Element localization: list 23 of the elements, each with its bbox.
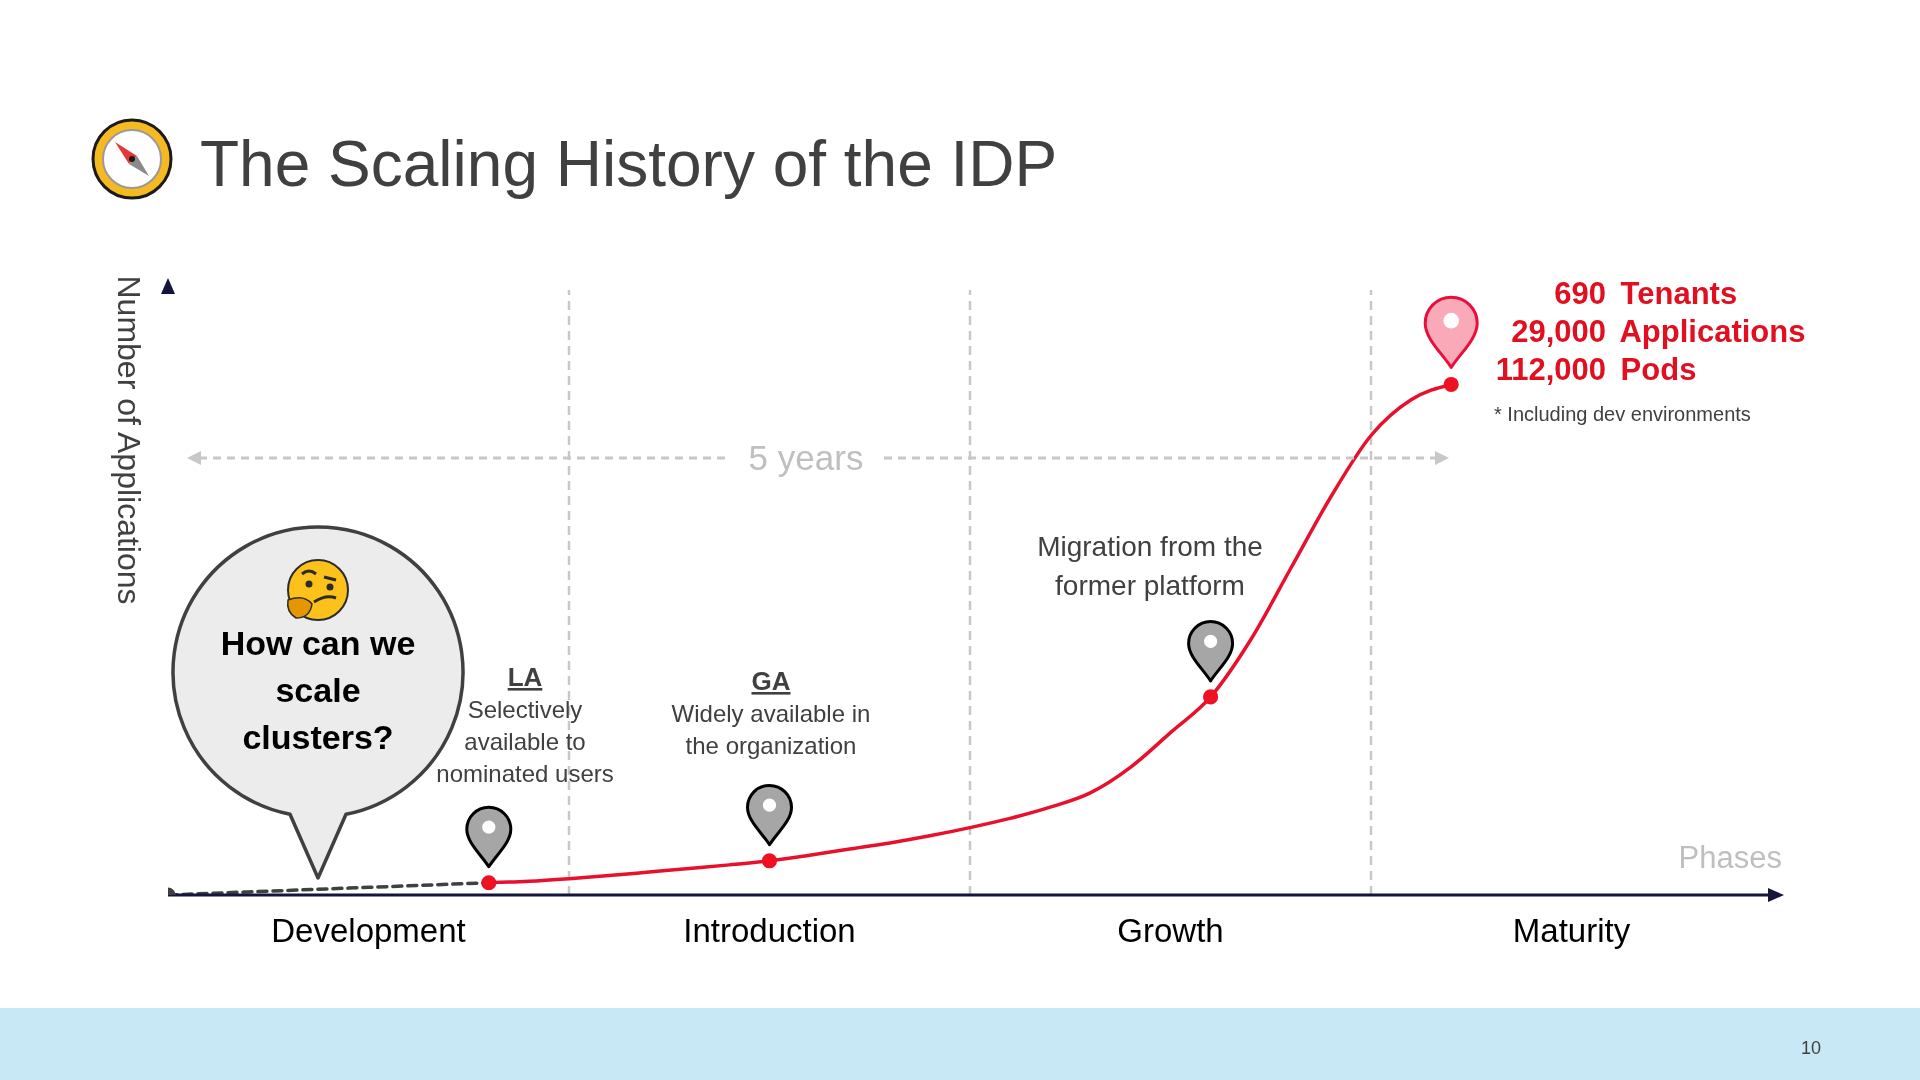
annotation: * Including dev environments	[1494, 403, 1751, 425]
point	[481, 875, 497, 891]
annotation: How can we scale clusters?	[220, 624, 416, 756]
x-tick-label: Development	[271, 912, 466, 950]
point	[1443, 376, 1459, 393]
text: 690 Tenants	[1554, 276, 1738, 311]
x-tick-label: Growth	[1117, 912, 1224, 950]
annotation: Selectively available to nominated users	[436, 696, 614, 787]
annotation: 112,000 Pods	[1495, 352, 1697, 387]
point	[1203, 689, 1219, 705]
point	[761, 853, 778, 869]
chart-title: The Scaling History of the IDP	[200, 128, 1058, 200]
annotation: Migration from the former platform	[1037, 531, 1263, 601]
annotation: GA	[751, 666, 791, 696]
x-axis-title: Phases	[1678, 840, 1782, 875]
annotation: Widely available in the organization	[671, 700, 871, 759]
y-axis-title: Number of Applications	[111, 275, 147, 605]
text: 10	[1800, 1038, 1822, 1058]
x-tick-label: Introduction	[683, 912, 856, 950]
annotation: LA	[507, 662, 543, 692]
annotation: 5 years	[748, 438, 864, 477]
x-tick-label: Maturity	[1512, 912, 1631, 950]
text: 29,000 Applications	[1511, 314, 1806, 349]
